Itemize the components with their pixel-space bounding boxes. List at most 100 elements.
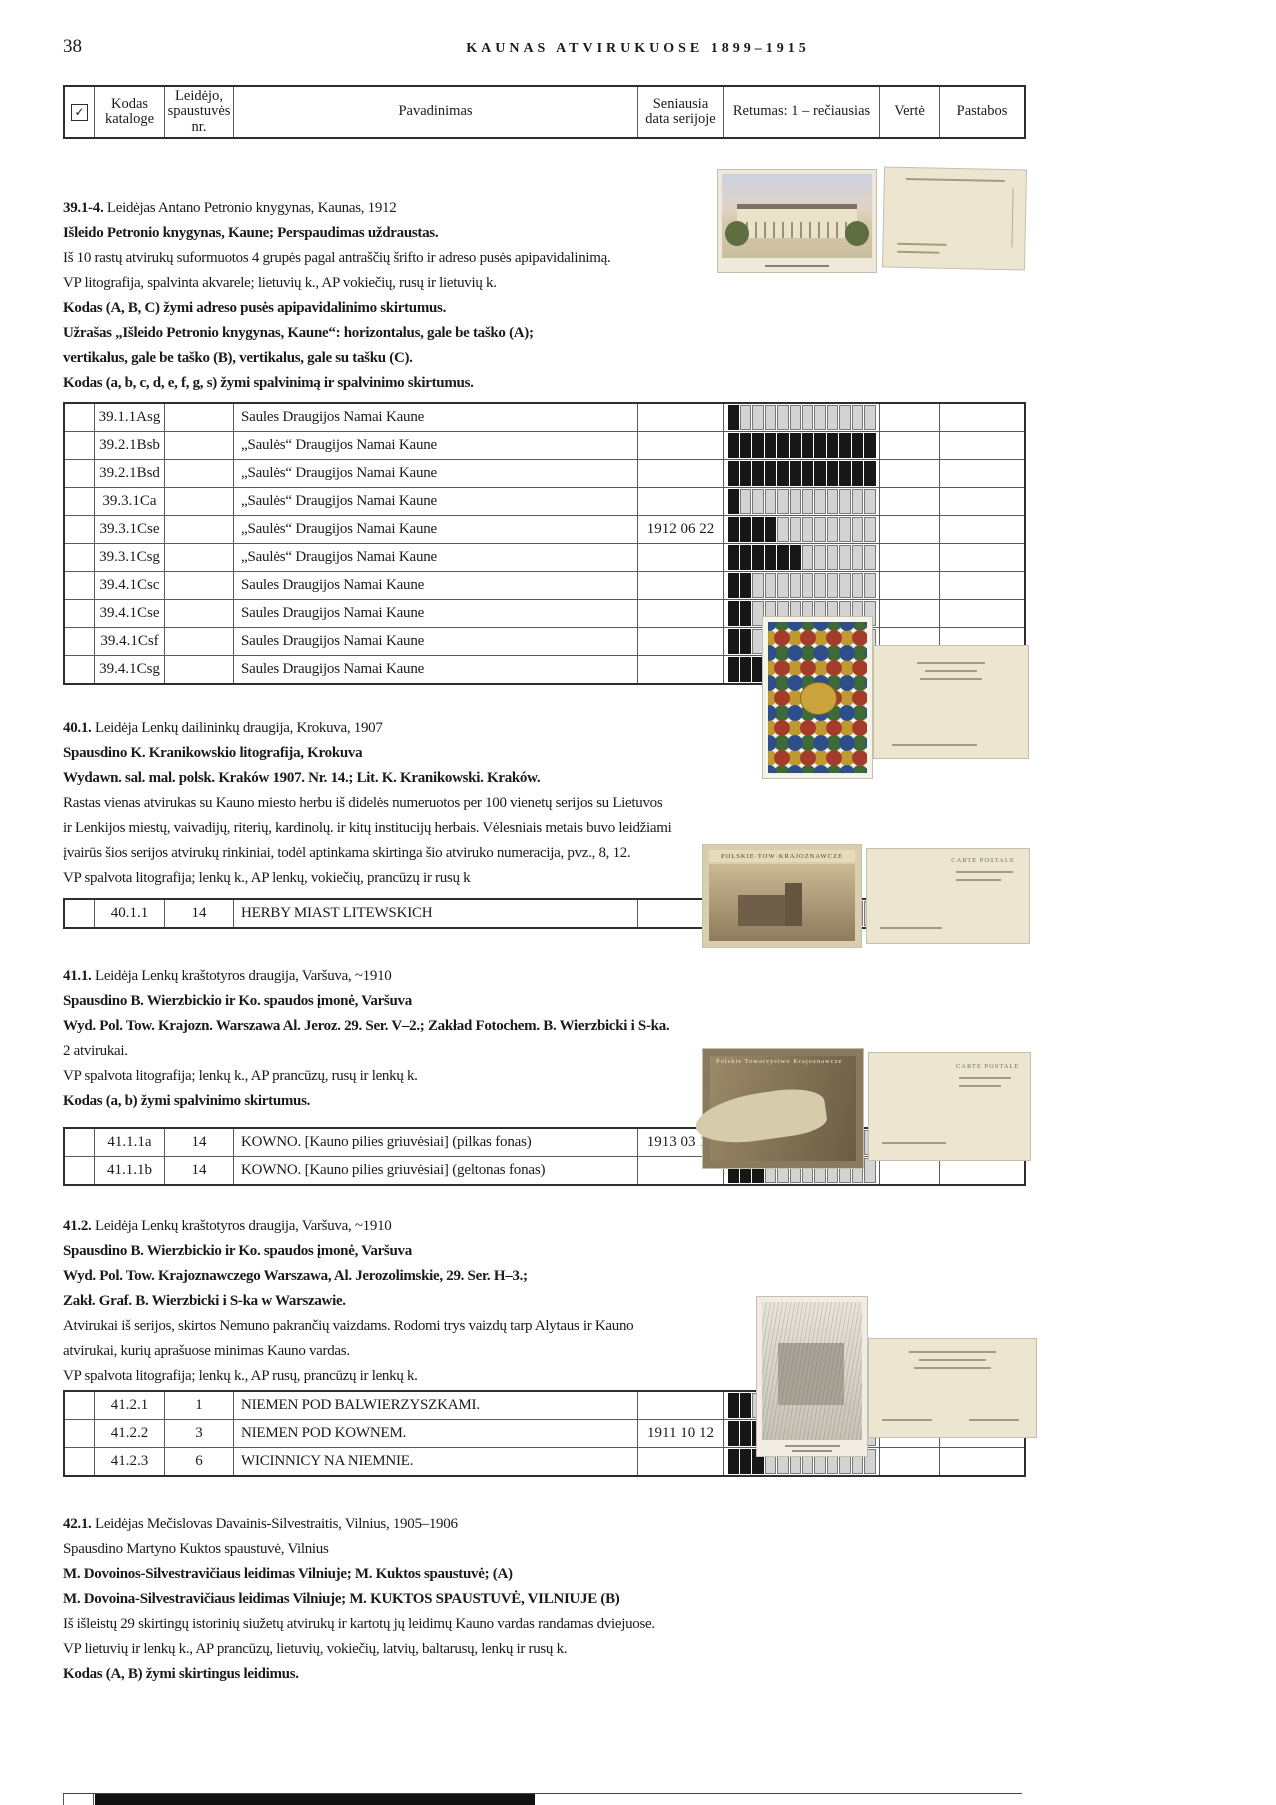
cell-notes [940,1157,1024,1184]
rarity-segment-filled [789,461,802,486]
rarity-segment-filled [814,433,826,458]
rarity-segment-empty [851,573,864,598]
cell-checkbox [65,516,95,543]
section-text-line: Išleido Petronio knygynas, Kaune; Perspa… [63,221,610,246]
postcard-text-line [924,670,978,672]
section-text-line: Rastas vienas atvirukas su Kauno miesto … [63,791,672,816]
section-text-rest: ir Lenkijos miestų, vaivadijų, riterių, … [63,820,672,836]
rarity-segment-filled [739,657,752,682]
cell-checkbox [65,1157,95,1184]
cell-catalog-code: 39.3.1Cse [95,516,165,543]
section-text-rest: Leidėja Lenkų dailininkų draugija, Kroku… [91,720,383,736]
header-cell-title: Pavadinimas [234,87,638,137]
rarity-segment-filled [727,629,739,654]
building-illustration [737,204,857,238]
postcard-text-line [969,1419,1020,1421]
rarity-segment-empty [864,573,876,598]
cell-notes [940,432,1024,459]
cell-rarity [724,600,880,627]
cell-catalog-code: 41.2.3 [95,1448,165,1475]
rarity-segment-filled [727,601,739,626]
rarity-segment-filled [739,629,752,654]
center-crest [799,682,838,715]
rarity-segment-filled [727,517,739,542]
cell-title: NIEMEN POD KOWNEM. [234,1420,638,1447]
rarity-segment-filled [764,433,777,458]
tree-illustration [725,221,749,247]
cell-catalog-code: 39.4.1Csf [95,628,165,655]
rarity-segment-empty [826,405,839,430]
postcard-title-text: POLSKIE·TOW·KRAJOZNAWCZE [721,852,843,860]
cell-title: „Saulės“ Draugijos Namai Kaune [234,516,638,543]
rarity-segment-filled [727,1449,739,1474]
rarity-segment-filled [764,545,777,570]
table-row: 39.3.1Ca „Saulės“ Draugijos Namai Kaune [65,487,1024,515]
sketch-illustration [762,1302,862,1440]
cell-catalog-code: 39.2.1Bsb [95,432,165,459]
rarity-segment-filled [752,517,764,542]
table-row: 39.3.1Csg „Saulės“ Draugijos Namai Kaune [65,543,1024,571]
page-title: KAUNAS ATVIRUKUOSE 1899–1915 [466,41,810,56]
cell-printer-nr [165,628,234,655]
cell-earliest-date: 1911 10 12 [638,1420,724,1447]
rarity-segment-filled [727,405,739,430]
rarity-segment-empty [777,489,789,514]
cell-earliest-date [638,656,724,683]
cell-printer-nr: 14 [165,1157,234,1184]
cell-notes [940,516,1024,543]
rarity-segment-empty [802,405,814,430]
section-41-1-text: 41.1. Leidėja Lenkų kraštotyros draugija… [63,964,670,1114]
cell-checkbox [65,404,95,431]
cell-value [880,1448,940,1475]
rarity-segment-filled [752,545,764,570]
cell-printer-nr [165,516,234,543]
cell-earliest-date [638,628,724,655]
rarity-segment-filled [777,433,789,458]
section-text-bold: Kodas (a, b) žymi spalvinimo skirtumus. [63,1093,311,1109]
next-table-cutoff-bar [95,1794,535,1805]
cell-value [880,572,940,599]
section-text-bold: Wyd. Pol. Tow. Krajozn. Warszawa Al. Jer… [63,1018,670,1034]
section-text-rest: VP spalvota litografija; lenkų k., AP pr… [63,1068,418,1084]
postcard-text-line [882,1419,933,1421]
section-text-rest: VP spalvota litografija; lenkų k., AP le… [63,870,471,886]
section-text-line: Spausdino B. Wierzbickio ir Ko. spaudos … [63,1239,633,1264]
postcard-text-line [914,1367,991,1369]
rarity-segment-empty [839,545,851,570]
carte-postale-text: CARTE POSTALE [951,857,1015,864]
section-text-rest: įvairūs šios serijos atvirukų rinkiniai,… [63,845,631,861]
header-table: ✓ Kodas kataloge Leidėjo, spaustuvės nr.… [63,85,1026,139]
cell-printer-nr [165,656,234,683]
cell-printer-nr [165,600,234,627]
section-text-line: VP litografija, spalvinta akvarele; liet… [63,271,610,296]
cell-catalog-code: 41.1.1a [95,1129,165,1156]
rarity-segment-empty [851,405,864,430]
section-text-bold: Spausdino K. Kranikowskio litografija, K… [63,745,363,761]
section-text-rest: Iš 10 rastų atvirukų suformuotos 4 grupė… [63,250,611,266]
building-windows [737,222,857,238]
postcard-text-line [956,871,1013,873]
cell-catalog-code: 41.1.1b [95,1157,165,1184]
rarity-segment-empty [764,489,777,514]
rarity-segment-empty [864,545,876,570]
carte-postale-text: CARTE POSTALE [955,1063,1020,1070]
rarity-bar [727,405,876,430]
cell-catalog-code: 39.2.1Bsd [95,460,165,487]
section-text-line: M. Dovoina-Silvestravičiaus leidimas Vil… [63,1587,655,1612]
rarity-bar [727,601,876,626]
rarity-segment-filled [826,461,839,486]
table-row: 39.3.1Cse „Saulės“ Draugijos Namai Kaune… [65,515,1024,543]
cell-value [880,432,940,459]
cell-notes [940,544,1024,571]
cell-title: Saules Draugijos Namai Kaune [234,600,638,627]
postcard-text-line [897,242,947,246]
cell-notes [940,404,1024,431]
section-42-text: 42.1. Leidėjas Mečislovas Davainis-Silve… [63,1512,655,1687]
section-text-rest: Leidėja Lenkų kraštotyros draugija, Varš… [91,1218,392,1234]
section-text-bold: Wyd. Pol. Tow. Krajoznawczego Warszawa, … [63,1268,528,1284]
cell-notes [940,1448,1024,1475]
cell-printer-nr [165,404,234,431]
rarity-segment-empty [826,517,839,542]
rarity-segment-empty [777,573,789,598]
rarity-segment-filled [839,461,851,486]
